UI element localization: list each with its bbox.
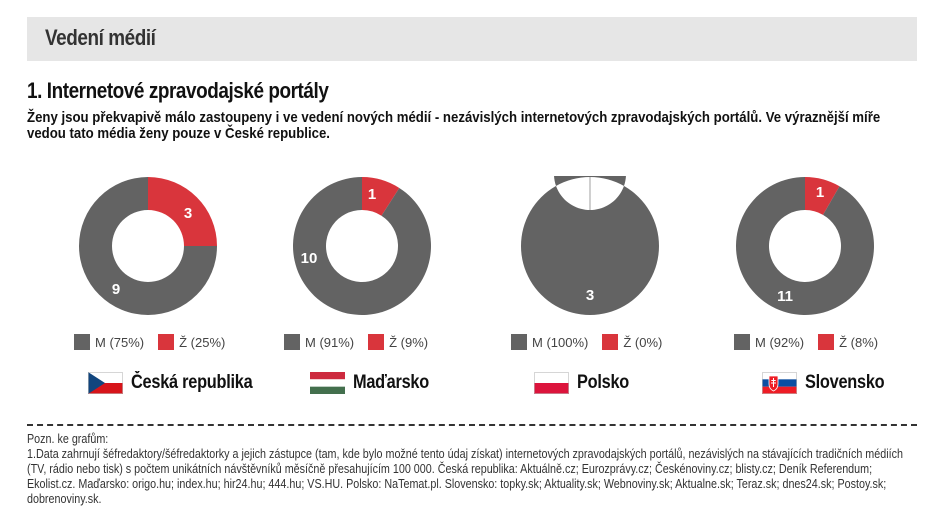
label-male-sk: 11 xyxy=(777,288,793,305)
legend-pl: M (100%) Ž (0%) xyxy=(511,332,676,352)
legend-item-female: Ž (8%) xyxy=(818,334,878,350)
swatch-female xyxy=(158,334,175,350)
label-male-pl: 3 xyxy=(586,287,594,304)
legend-label: M (91%) xyxy=(305,334,355,350)
country-pl: Polsko xyxy=(534,372,638,394)
legend-label: M (100%) xyxy=(532,334,589,350)
slovakia-flag-icon xyxy=(762,372,797,394)
country-name: Slovensko xyxy=(805,372,885,393)
donut-chart-sk: 11 1 xyxy=(736,177,874,315)
legend-item-male: M (92%) xyxy=(734,334,804,350)
legend-label: Ž (8%) xyxy=(839,334,879,350)
footnote-heading: Pozn. ke grafům: xyxy=(27,432,109,446)
label-female-cz: 3 xyxy=(184,205,192,222)
swatch-male xyxy=(511,334,527,350)
legend-hu: M (91%) Ž (9%) xyxy=(284,332,442,352)
country-hu: Maďarsko xyxy=(310,372,441,394)
legend-item-male: M (91%) xyxy=(284,334,354,350)
country-name: Polsko xyxy=(577,372,630,393)
swatch-female xyxy=(368,334,385,350)
slice-male xyxy=(293,177,431,315)
legend-label: M (92%) xyxy=(755,334,805,350)
country-sk: Slovensko xyxy=(762,372,897,394)
legend-item-female: Ž (9%) xyxy=(368,334,428,350)
swatch-male xyxy=(74,334,90,350)
header-bar: Vedení médií xyxy=(27,17,917,61)
country-name: Maďarsko xyxy=(353,372,429,393)
label-male-hu: 10 xyxy=(301,250,318,267)
swatch-male xyxy=(734,334,750,350)
footnote: Pozn. ke grafům: 1.Data zahrnují šéfreda… xyxy=(27,432,913,507)
legend-sk: M (92%) Ž (8%) xyxy=(734,332,892,352)
country-cz: Česká republika xyxy=(88,372,272,394)
legend-label: Ž (9%) xyxy=(389,334,429,350)
intro-text: Ženy jsou překvapivě málo zastoupeny i v… xyxy=(27,109,881,142)
swatch-female xyxy=(602,334,619,350)
legend-label: Ž (25%) xyxy=(179,334,226,350)
label-female-hu: 1 xyxy=(368,186,376,203)
donut-chart-cz: 9 3 xyxy=(79,177,217,315)
legend-item-male: M (75%) xyxy=(74,334,144,350)
swatch-male xyxy=(284,334,300,350)
legend-item-female: Ž (25%) xyxy=(158,334,225,350)
legend-label: M (75%) xyxy=(95,334,145,350)
slice-male xyxy=(521,176,659,315)
legend-item-male: M (100%) xyxy=(511,334,588,350)
czech-flag-icon xyxy=(88,372,123,394)
poland-flag-icon xyxy=(534,372,569,394)
slice-female xyxy=(148,177,217,246)
slice-female xyxy=(362,177,400,216)
label-male-cz: 9 xyxy=(112,281,120,298)
hungary-flag-icon xyxy=(310,372,345,394)
slice-male xyxy=(736,177,874,315)
swatch-female xyxy=(818,334,835,350)
slice-male xyxy=(79,177,217,315)
slice-female xyxy=(805,177,840,215)
footnote-text: 1.Data zahrnují šéfredaktory/šéfredaktor… xyxy=(27,447,903,506)
legend-label: Ž (0%) xyxy=(623,334,663,350)
dashed-divider xyxy=(27,424,917,426)
country-name: Česká republika xyxy=(131,372,253,393)
label-female-sk: 1 xyxy=(816,184,824,201)
donut-chart-pl: 3 xyxy=(521,176,659,315)
page-title: Vedení médií xyxy=(45,25,156,50)
legend-cz: M (75%) Ž (25%) xyxy=(74,332,239,352)
legend-item-female: Ž (0%) xyxy=(602,334,662,350)
section-title: 1. Internetové zpravodajské portály xyxy=(27,78,329,103)
donut-chart-hu: 10 1 xyxy=(293,177,431,315)
